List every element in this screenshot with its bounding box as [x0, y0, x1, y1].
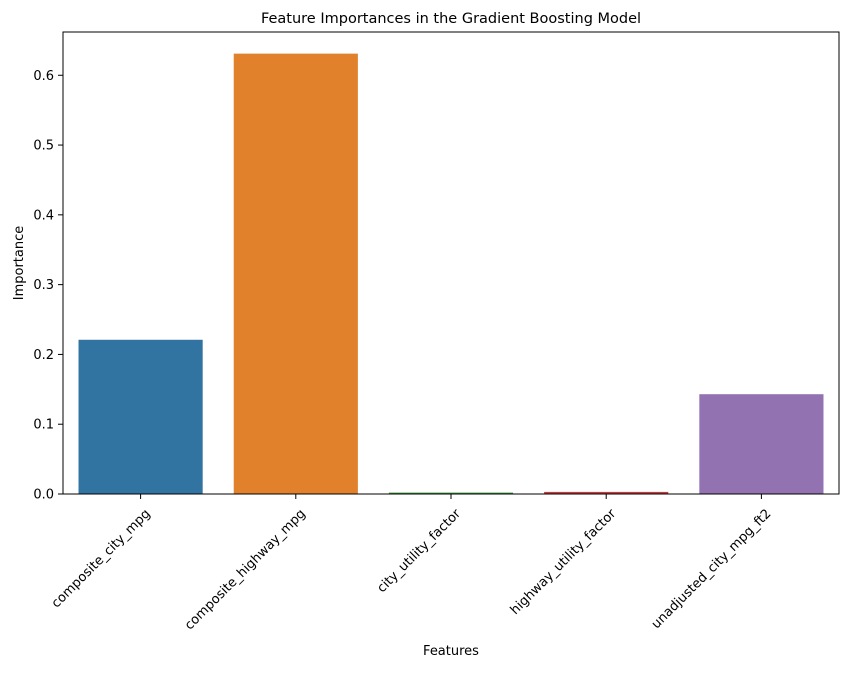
bar-composite-city-mpg [78, 339, 203, 494]
y-tick-label: 0.0 [33, 488, 54, 503]
y-tick-label: 0.3 [33, 278, 54, 293]
x-axis-label: Features [423, 644, 479, 659]
x-tick-label: composite_city_mpg [49, 506, 154, 611]
y-tick-label: 0.4 [33, 208, 54, 223]
y-axis-label: Importance [12, 226, 27, 301]
chart-title: Feature Importances in the Gradient Boos… [261, 11, 641, 27]
bar-unadjusted-city-mpg-ft2 [699, 394, 824, 494]
x-axis: composite_city_mpg composite_highway_mpg c… [49, 494, 775, 633]
bars-layer [78, 53, 824, 495]
y-axis: 0.0 0.1 0.2 0.3 0.4 0.5 0.6 [33, 69, 63, 503]
y-tick-label: 0.2 [33, 348, 54, 363]
bar-city-utility-factor [388, 492, 514, 494]
x-tick-label: composite_highway_mpg [182, 506, 309, 633]
bar-highway-utility-factor [544, 491, 669, 494]
x-tick-label: highway_utility_factor [508, 506, 620, 618]
x-tick-label: city_utility_factor [375, 506, 465, 596]
y-tick-label: 0.6 [33, 69, 54, 84]
bar-composite-highway-mpg [233, 53, 358, 495]
x-tick-label: unadjusted_city_mpg_ft2 [649, 506, 775, 632]
y-tick-label: 0.5 [33, 139, 54, 154]
y-tick-label: 0.1 [33, 418, 54, 433]
